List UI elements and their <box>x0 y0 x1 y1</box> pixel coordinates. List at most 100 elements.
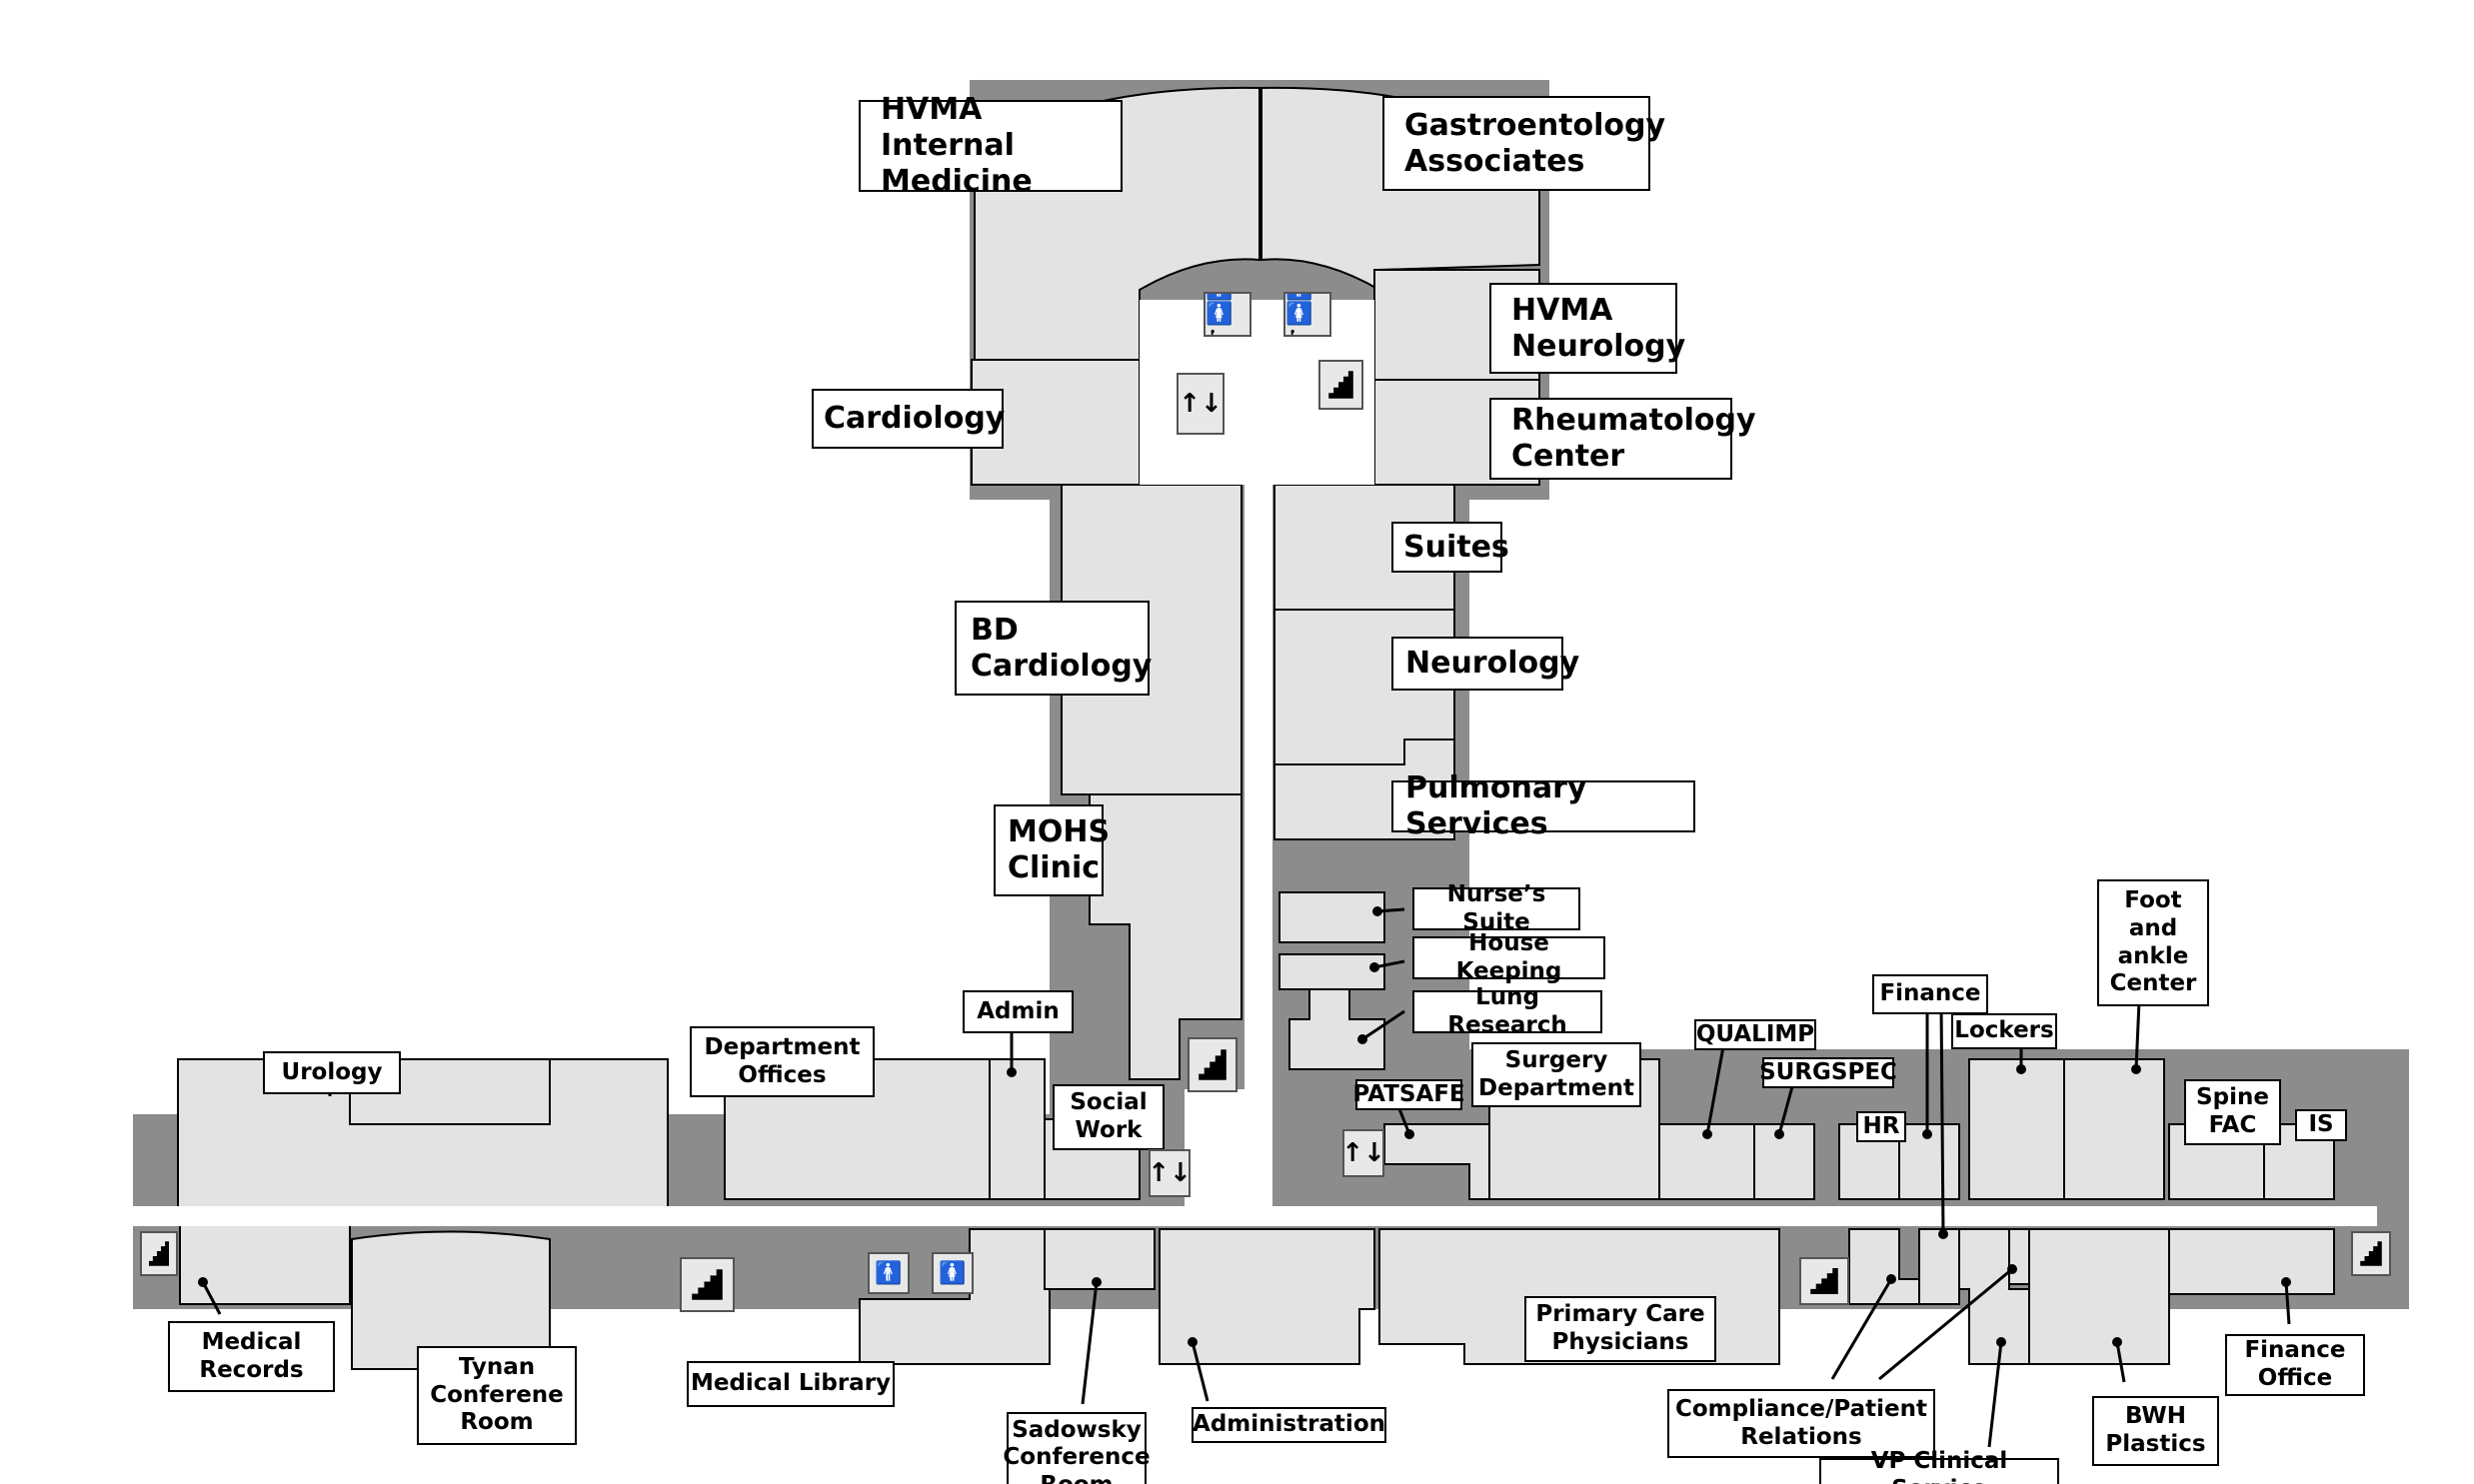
leader-sadowsky <box>1081 1281 1099 1405</box>
stairs-icon <box>2351 1231 2391 1276</box>
room-surgspec <box>1753 1123 1815 1200</box>
label-pulmonary[interactable]: Pulmonary Services <box>1391 770 1695 841</box>
leader-dot-admin <box>1007 1067 1017 1077</box>
label-medical-records[interactable]: Medical Records <box>168 1321 335 1392</box>
stairs-icon <box>680 1257 735 1312</box>
stairs-icon <box>140 1231 178 1276</box>
label-qualimp[interactable]: QUALIMP <box>1694 1019 1816 1050</box>
label-bwh-plastics[interactable]: BWH Plastics <box>2092 1396 2219 1466</box>
leader-dot-finance-office <box>2281 1277 2291 1287</box>
room-foot-ankle <box>2063 1058 2165 1200</box>
room-bwh-plastics <box>2028 1228 2170 1365</box>
label-social-work[interactable]: Social Work <box>1053 1084 1165 1150</box>
label-medical-library[interactable]: Medical Library <box>687 1361 895 1407</box>
label-rheumatology[interactable]: Rheumatology Center <box>1489 398 1756 480</box>
room-nurses-suite <box>1278 891 1385 943</box>
south-lobby <box>1185 1089 1264 1209</box>
leader-surgspec <box>1777 1078 1796 1135</box>
label-primary-care[interactable]: Primary Care Physicians <box>1524 1296 1716 1362</box>
main-corridor <box>133 1206 2377 1226</box>
leader-dot-qualimp <box>1702 1129 1712 1139</box>
womens-restroom-icon: 🚺 <box>932 1252 974 1294</box>
leader-dot-vp-clinical <box>1996 1337 2006 1347</box>
leader-dot-medical-records <box>198 1277 208 1287</box>
leader-administration <box>1191 1341 1210 1402</box>
label-cardiology[interactable]: Cardiology <box>812 389 1005 449</box>
leader-dot-compliance-b <box>2007 1264 2017 1274</box>
label-finance-office[interactable]: Finance Office <box>2225 1334 2365 1396</box>
leader-house-keeping <box>1373 959 1405 969</box>
stairs-icon <box>1318 360 1363 410</box>
label-hvma-neurology[interactable]: HVMA Neurology <box>1489 283 1685 374</box>
label-sadowsky[interactable]: Sadowsky Conference Room <box>1003 1412 1151 1484</box>
leader-compliance-b <box>1878 1267 2013 1381</box>
room-lockers <box>1968 1058 2065 1200</box>
label-compliance[interactable]: Compliance/Patient Relations <box>1667 1389 1935 1458</box>
leader-vp-clinical <box>1987 1341 2003 1448</box>
leader-lines <box>198 906 2291 1448</box>
room-medical-records <box>179 1223 351 1305</box>
label-house-keeping[interactable]: House Keeping <box>1412 930 1605 984</box>
label-finance[interactable]: Finance <box>1872 974 1988 1014</box>
leader-dot-house-keeping <box>1369 962 1379 972</box>
label-urology[interactable]: Urology <box>263 1051 401 1094</box>
label-is[interactable]: IS <box>2295 1109 2347 1141</box>
label-neurology[interactable]: Neurology <box>1391 637 1579 691</box>
mens-restroom-icon: 🚹 <box>868 1252 910 1294</box>
label-administration[interactable]: Administration <box>1192 1407 1386 1443</box>
leader-dot-administration <box>1188 1337 1198 1347</box>
leader-finance-b <box>1939 1003 1945 1235</box>
label-bd-cardiology[interactable]: BD Cardiology <box>955 601 1152 696</box>
leader-dot-patsafe <box>1404 1129 1414 1139</box>
leader-lung-research <box>1361 1009 1405 1041</box>
label-department-offices[interactable]: Department Offices <box>690 1026 875 1097</box>
room-compliance-east <box>1918 1228 1960 1305</box>
room-tynan-conference <box>351 1230 551 1370</box>
room-administration <box>1159 1228 1375 1365</box>
label-lockers[interactable]: Lockers <box>1951 1013 2057 1049</box>
elevator-icon: ↑↓ <box>1149 1149 1191 1197</box>
label-hr[interactable]: HR <box>1856 1111 1906 1142</box>
leader-qualimp <box>1705 1040 1726 1135</box>
leader-dot-bwh-plastics <box>2112 1337 2122 1347</box>
stairs-icon <box>1188 1037 1237 1092</box>
label-lung-research[interactable]: Lung Research <box>1412 984 1602 1038</box>
leader-dot-foot-ankle <box>2131 1064 2141 1074</box>
leader-finance-office <box>2284 1281 2291 1325</box>
room-finance-office <box>2168 1228 2335 1295</box>
label-vp-clinical[interactable]: VP Clinical Service <box>1819 1448 2059 1484</box>
room-admin <box>989 1058 1046 1200</box>
room-lung-research <box>1288 988 1385 1070</box>
label-mohs-clinic[interactable]: MOHS Clinic <box>994 804 1110 896</box>
elevator-icon: ↑↓ <box>1342 1129 1384 1177</box>
elevator-icon: ↑↓ <box>1177 373 1225 435</box>
leader-dot-lockers <box>2016 1064 2026 1074</box>
label-hvma-internal-medicine[interactable]: HVMA Internal Medicine <box>859 92 1123 199</box>
label-foot-ankle[interactable]: Foot and ankle Center <box>2097 879 2209 1006</box>
leader-dot-sadowsky <box>1092 1277 1102 1287</box>
room-house-keeping <box>1278 953 1385 990</box>
leader-dot-lung-research <box>1357 1034 1367 1044</box>
label-surgspec[interactable]: SURGSPEC <box>1759 1057 1897 1088</box>
leader-bwh-plastics <box>2115 1341 2126 1383</box>
leader-foot-ankle <box>2134 1000 2141 1070</box>
label-admin[interactable]: Admin <box>963 990 1074 1033</box>
label-tynan-conference[interactable]: Tynan Conferene Room <box>417 1346 577 1445</box>
restroom-icon: 🚹🚺♿ <box>1204 292 1251 337</box>
label-nurses-suite[interactable]: Nurse’s Suite <box>1412 881 1580 935</box>
label-surgery-department[interactable]: Surgery Department <box>1471 1042 1641 1107</box>
label-suites[interactable]: Suites <box>1391 522 1509 573</box>
leader-dot-surgspec <box>1774 1129 1784 1139</box>
leader-dot-finance-b <box>1938 1229 1948 1239</box>
room-mohs-clinic <box>1089 793 1242 1080</box>
stairs-icon <box>1799 1257 1849 1305</box>
leader-compliance-a <box>1830 1278 1893 1380</box>
leader-dot-nurses-suite <box>1372 906 1382 916</box>
label-patsafe[interactable]: PATSAFE <box>1352 1079 1465 1110</box>
leader-dot-finance-a <box>1922 1129 1932 1139</box>
leader-dot-compliance-a <box>1886 1274 1896 1284</box>
label-gastroenterology[interactable]: Gastroentology Associates <box>1382 96 1665 191</box>
label-spine-fac[interactable]: Spine FAC <box>2184 1079 2281 1145</box>
